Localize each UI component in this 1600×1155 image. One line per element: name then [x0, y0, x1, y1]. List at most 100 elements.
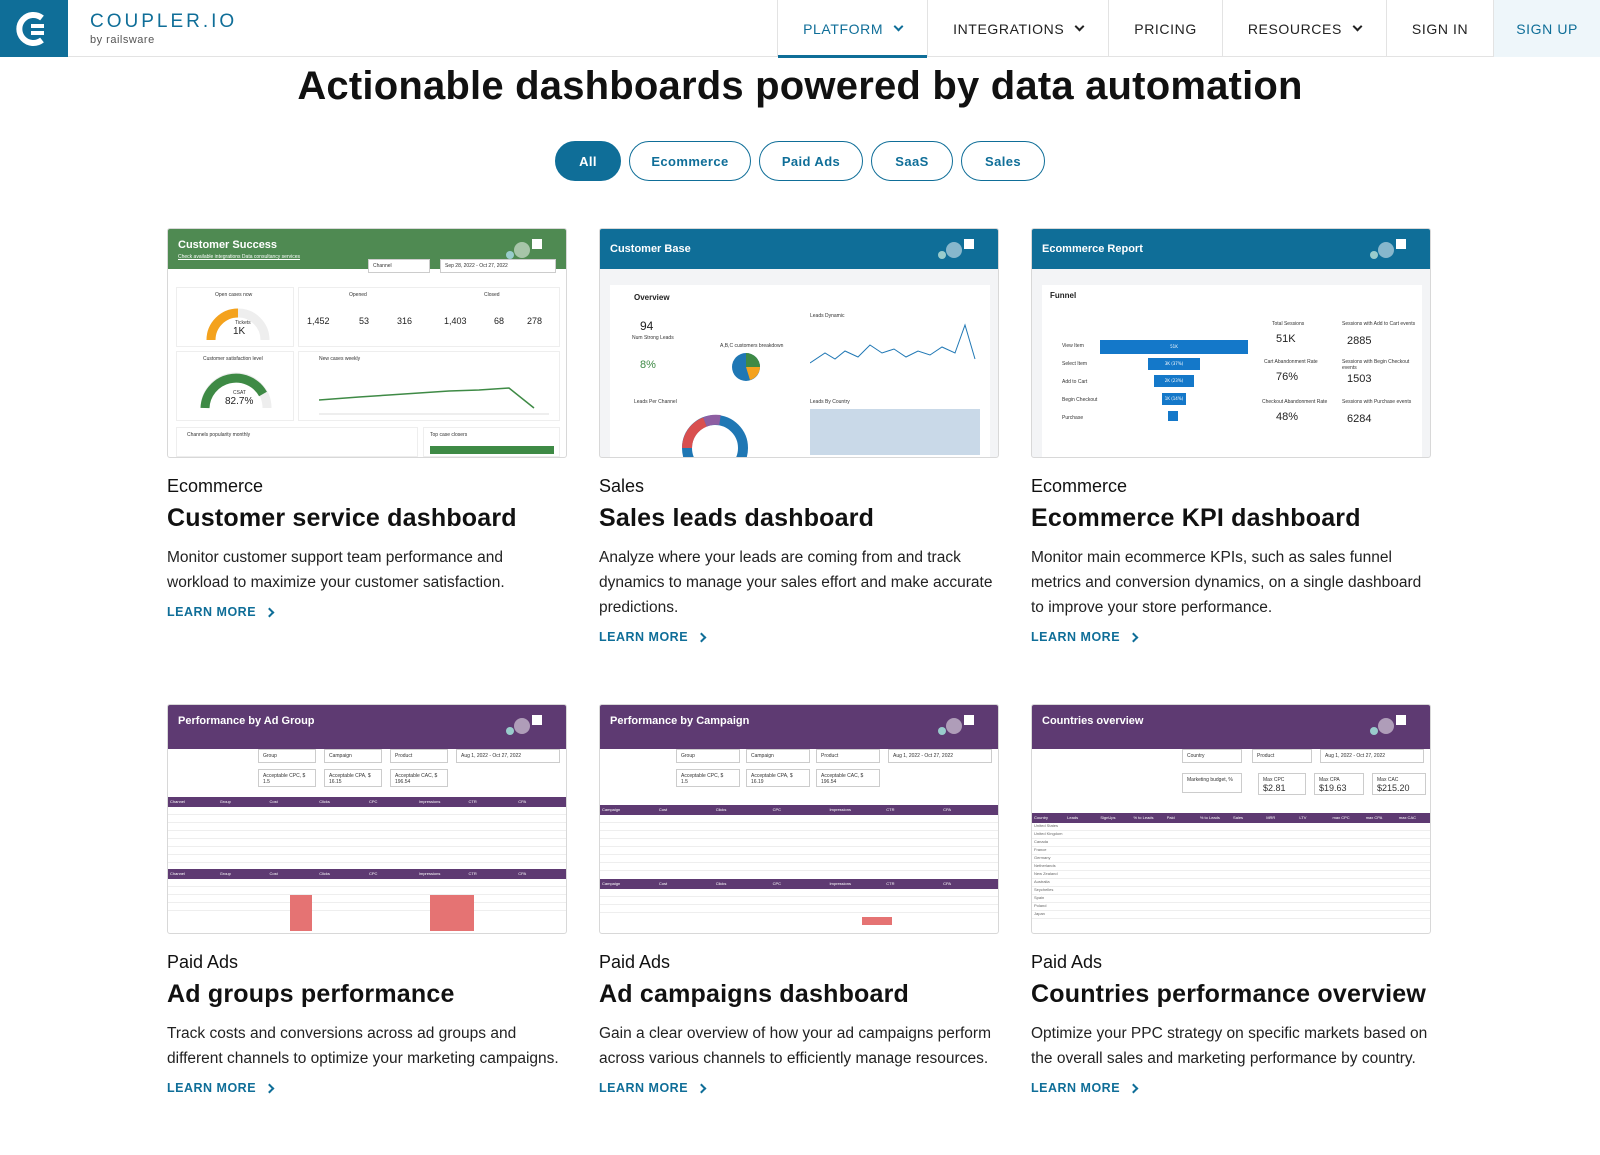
table-row: United States [1032, 823, 1430, 831]
nav-label: SIGN UP [1516, 20, 1578, 37]
filter-sales[interactable]: Sales [961, 141, 1045, 181]
filter-pills: All Ecommerce Paid Ads SaaS Sales [0, 141, 1600, 181]
card-category: Ecommerce [167, 476, 264, 496]
chevron-right-icon [1128, 1083, 1139, 1093]
per-channel-label: Leads Per Channel [634, 399, 677, 405]
funnel-step: Select Item [1062, 361, 1088, 367]
chevron-down-icon [1352, 21, 1363, 32]
date-range: Aug 1, 2022 - Oct 27, 2022 [1320, 749, 1424, 763]
filter-saas[interactable]: SaaS [871, 141, 953, 181]
learn-more-link[interactable]: LEARN MORE [1031, 630, 1431, 644]
decoration-illustration-icon [1370, 715, 1406, 735]
card-title[interactable]: Ad groups performance [167, 980, 455, 1008]
column-header: Channel [170, 871, 185, 876]
dashboard-thumbnail[interactable]: Ecommerce Report Funnel View Item Select… [1031, 228, 1431, 458]
funnel-step: Add to Cart [1062, 379, 1088, 385]
metric-value: 316 [397, 316, 413, 326]
metric-value: 68 [494, 316, 505, 326]
chevron-right-icon [696, 632, 707, 642]
table-header: Channel Group Cost Clicks CPC Impressions CTR C… [168, 869, 566, 879]
column-header: Impressions [829, 807, 851, 812]
kpi-ctrl: Acceptable CPA, $16.15 [324, 769, 382, 787]
by-country-label: Leads By Country [810, 399, 850, 405]
kpi-label: Cart Abandonment Rate [1264, 359, 1318, 365]
nav-sign-in[interactable]: SIGN IN [1385, 0, 1493, 57]
nav-pricing[interactable]: PRICING [1108, 0, 1222, 57]
dynamic-label: Leads Dynamic [810, 313, 845, 319]
table-row: Poland [1032, 903, 1430, 911]
thumb-header: Customer Base [600, 229, 998, 269]
brand[interactable]: COUPLER.IO by railsware [90, 11, 237, 46]
table-row [168, 839, 566, 847]
campaign-select: Campaign [746, 749, 810, 763]
kpi-value: 48% [1276, 411, 1299, 423]
column-header: CTR [886, 881, 895, 886]
card-title[interactable]: Ecommerce KPI dashboard [1031, 504, 1361, 532]
kpi-value: 76% [1276, 371, 1299, 383]
table-header: Country Leads SignUps % to Leads Paid % to Le… [1032, 813, 1430, 823]
decoration-illustration-icon [506, 239, 542, 259]
learn-more-link[interactable]: LEARN MORE [167, 605, 567, 619]
metric-value: 53 [359, 316, 370, 326]
column-header: Channel [170, 799, 185, 804]
country-cell: United Kingdom [1034, 831, 1063, 836]
campaign-select: Campaign [324, 749, 382, 763]
column-header: Sales [1233, 815, 1244, 820]
kpi-ctrl-value: 1.5 [681, 779, 688, 785]
country-cell: Australia [1034, 879, 1050, 884]
column-header: CTR [468, 799, 477, 804]
learn-more-link[interactable]: LEARN MORE [599, 1081, 999, 1095]
column-header: CPA [943, 881, 952, 886]
table-row [168, 895, 566, 903]
dashboard-card: Countries overview Country Product Aug 1… [1031, 704, 1431, 1095]
country-cell: New Zealand [1034, 871, 1058, 876]
learn-more-link[interactable]: LEARN MORE [599, 630, 999, 644]
card-title[interactable]: Customer service dashboard [167, 504, 517, 532]
learn-more-label: LEARN MORE [1031, 1081, 1121, 1095]
column-header: Cost [269, 871, 278, 876]
card-title[interactable]: Countries performance overview [1031, 980, 1427, 1008]
channels-panel: Channels popularity monthly [176, 427, 418, 457]
country-cell: United States [1034, 823, 1059, 828]
table-row [600, 823, 998, 831]
table-row [600, 839, 998, 847]
table-row: Japan [1032, 911, 1430, 919]
learn-more-link[interactable]: LEARN MORE [1031, 1081, 1431, 1095]
thumb-title: Ecommerce Report [1042, 243, 1143, 255]
max-kpi-label: Max CPA [1319, 777, 1340, 783]
dashboard-thumbnail[interactable]: Performance by Ad Group Group Campaign P… [167, 704, 567, 934]
card-description: Track costs and conversions across ad gr… [167, 1025, 559, 1067]
filter-paid-ads[interactable]: Paid Ads [759, 141, 863, 181]
decoration-illustration-icon [1370, 239, 1406, 259]
date-range: Sep 28, 2022 - Oct 27, 2022 [440, 259, 556, 273]
coupler-logo[interactable] [0, 0, 68, 57]
leads-label: Num Strong Leads [632, 335, 674, 341]
kpi-value: 6284 [1347, 413, 1372, 425]
nav-label: PRICING [1134, 20, 1197, 37]
max-kpi-label: Max CPC [1263, 777, 1285, 783]
thumb-links: Check available integrations Data consul… [178, 254, 301, 260]
leads-value: 94 [640, 319, 654, 333]
nav-sign-up[interactable]: SIGN UP [1493, 0, 1600, 57]
card-title[interactable]: Ad campaigns dashboard [599, 980, 910, 1008]
weekly-chart-panel: New cases weekly [298, 351, 560, 421]
filter-ecommerce[interactable]: Ecommerce [629, 141, 751, 181]
data-table: Country Leads SignUps % to Leads Paid % to Le… [1032, 813, 1430, 919]
card-title[interactable]: Sales leads dashboard [599, 504, 875, 532]
dashboard-thumbnail[interactable]: Performance by Campaign Group Campaign P… [599, 704, 999, 934]
nav-integrations[interactable]: INTEGRATIONS [927, 0, 1108, 57]
card-description: Analyze where your leads are coming from… [599, 549, 993, 616]
open-cases-panel: Open cases now Tickets 1K [176, 287, 294, 347]
chevron-right-icon [264, 1083, 275, 1093]
dashboard-thumbnail[interactable]: Customer Base Overview 94 Num Strong Lea… [599, 228, 999, 458]
nav-platform[interactable]: PLATFORM [777, 0, 928, 58]
card-category: Paid Ads [599, 952, 671, 972]
world-map [810, 409, 980, 455]
chevron-right-icon [696, 1083, 707, 1093]
dashboard-thumbnail[interactable]: Customer Success Check available integra… [167, 228, 567, 458]
nav-resources[interactable]: RESOURCES [1221, 0, 1386, 57]
learn-more-link[interactable]: LEARN MORE [167, 1081, 567, 1095]
filter-all[interactable]: All [555, 141, 621, 181]
column-header: Leads [1067, 815, 1079, 820]
dashboard-thumbnail[interactable]: Countries overview Country Product Aug 1… [1031, 704, 1431, 934]
